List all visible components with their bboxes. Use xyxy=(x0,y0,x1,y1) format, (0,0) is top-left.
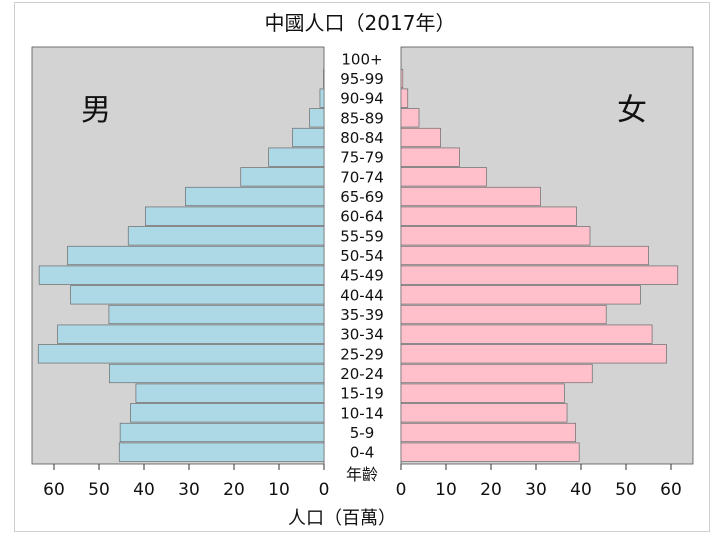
male-bar-60-64 xyxy=(145,206,325,226)
male-bar-10-14 xyxy=(130,403,325,423)
age-label-65-69: 65-69 xyxy=(340,188,384,206)
male-bar-75-79 xyxy=(268,147,325,167)
male-bar-25-29 xyxy=(37,344,325,364)
age-label-10-14: 10-14 xyxy=(340,404,384,422)
male-bar-15-19 xyxy=(135,383,325,403)
female-label: 女 xyxy=(617,93,647,128)
male-bar-35-39 xyxy=(108,304,325,325)
male-bar-85-89 xyxy=(309,108,325,128)
male-bar-45-49 xyxy=(38,265,325,285)
age-label-100+: 100+ xyxy=(341,50,382,68)
male-bar-90-94 xyxy=(319,88,325,108)
age-label-75-79: 75-79 xyxy=(340,149,384,167)
female-tick-label-10: 10 xyxy=(435,480,457,500)
male-tick-label-30: 30 xyxy=(178,480,200,500)
female-tick-label-30: 30 xyxy=(525,480,547,500)
male-bar-5-9 xyxy=(119,422,325,443)
female-tick-label-40: 40 xyxy=(570,480,592,500)
female-bar-75-79 xyxy=(400,147,460,167)
female-bar-30-34 xyxy=(400,324,653,344)
female-tick-label-20: 20 xyxy=(480,480,502,500)
male-label: 男 xyxy=(81,93,111,128)
male-bar-65-69 xyxy=(185,186,325,207)
female-bar-35-39 xyxy=(400,304,607,325)
chart-title: 中國人口（2017年） xyxy=(265,11,456,35)
male-bar-70-74 xyxy=(240,167,325,187)
male-bar-80-84 xyxy=(292,127,325,148)
age-label-55-59: 55-59 xyxy=(340,227,384,245)
male-tick-label-20: 20 xyxy=(223,480,245,500)
age-label-90-94: 90-94 xyxy=(340,90,384,108)
male-bar-55-59 xyxy=(127,226,325,246)
male-bar-30-34 xyxy=(57,324,325,344)
age-label-50-54: 50-54 xyxy=(340,247,384,265)
female-bar-45-49 xyxy=(400,265,679,285)
age-label-30-34: 30-34 xyxy=(340,326,384,344)
bar-group xyxy=(37,68,679,462)
age-label-40-44: 40-44 xyxy=(340,286,384,304)
age-label-80-84: 80-84 xyxy=(340,129,384,147)
age-label-20-24: 20-24 xyxy=(340,365,384,383)
female-bar-65-69 xyxy=(400,186,541,207)
female-bar-15-19 xyxy=(400,383,565,403)
age-label-60-64: 60-64 xyxy=(340,208,384,226)
female-bar-95-99 xyxy=(400,68,404,89)
male-tick-label-10: 10 xyxy=(268,480,290,500)
age-label-15-19: 15-19 xyxy=(340,385,384,403)
female-bar-20-24 xyxy=(400,363,593,384)
male-bar-20-24 xyxy=(108,363,325,384)
female-tick-label-60: 60 xyxy=(660,480,682,500)
male-tick-label-60: 60 xyxy=(43,480,65,500)
female-bar-50-54 xyxy=(400,245,649,266)
female-bar-5-9 xyxy=(400,422,576,443)
age-label-95-99: 95-99 xyxy=(340,70,384,88)
female-bar-90-94 xyxy=(400,88,409,108)
female-bar-0-4 xyxy=(400,442,580,462)
age-label-45-49: 45-49 xyxy=(340,267,384,285)
age-label-0-4: 0-4 xyxy=(350,444,375,462)
female-tick-label-50: 50 xyxy=(615,480,637,500)
age-label-5-9: 5-9 xyxy=(350,424,375,442)
age-label-70-74: 70-74 xyxy=(340,168,384,186)
male-bar-0-4 xyxy=(118,442,325,462)
female-bar-60-64 xyxy=(400,206,577,226)
chart-frame xyxy=(14,2,710,532)
female-bar-55-59 xyxy=(400,226,591,246)
male-tick-label-40: 40 xyxy=(133,480,155,500)
female-tick-label-0: 0 xyxy=(396,480,407,500)
female-bar-10-14 xyxy=(400,403,568,423)
age-label-85-89: 85-89 xyxy=(340,109,384,127)
age-label-25-29: 25-29 xyxy=(340,345,384,363)
female-bar-25-29 xyxy=(400,344,667,364)
female-bar-40-44 xyxy=(400,285,641,305)
age-label-35-39: 35-39 xyxy=(340,306,384,324)
x-axis-label: 人口（百萬） xyxy=(288,508,396,529)
male-tick-label-0: 0 xyxy=(319,480,330,500)
female-bar-80-84 xyxy=(400,127,441,148)
female-bar-85-89 xyxy=(400,108,420,128)
male-bar-40-44 xyxy=(70,285,325,305)
male-tick-label-50: 50 xyxy=(88,480,110,500)
male-bar-50-54 xyxy=(67,245,325,266)
age-axis-label: 年齡 xyxy=(346,465,378,484)
female-bar-70-74 xyxy=(400,167,487,187)
